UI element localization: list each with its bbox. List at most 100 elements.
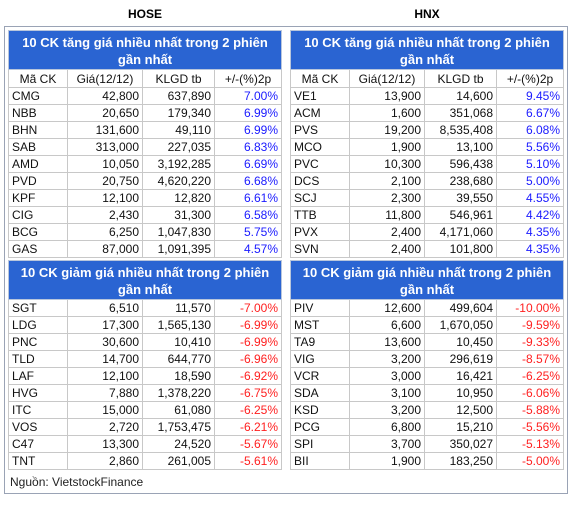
cell-value: -6.99%: [215, 334, 282, 351]
cell-value: 1,378,220: [143, 385, 215, 402]
cell-value: -6.99%: [215, 317, 282, 334]
cell-value: 20,750: [68, 173, 143, 190]
cell-value: 4,171,060: [425, 224, 497, 241]
cell-value: 350,027: [425, 436, 497, 453]
ticker: SDA: [290, 385, 350, 402]
cell-value: -7.00%: [215, 300, 282, 317]
cell-value: 1,565,130: [143, 317, 215, 334]
exchange-label: HNX: [414, 7, 440, 21]
ticker: PCG: [290, 419, 350, 436]
ticker: KPF: [8, 190, 68, 207]
cell-value: 6.61%: [215, 190, 282, 207]
cell-value: 14,600: [425, 88, 497, 105]
cell-value: 3,700: [350, 436, 425, 453]
column-header: Giá(12/12): [350, 70, 425, 88]
cell-value: -6.21%: [215, 419, 282, 436]
ticker: SVN: [290, 241, 350, 258]
ticker: CMG: [8, 88, 68, 105]
block-title: 10 CK tăng giá nhiều nhất trong 2 phiên …: [290, 30, 564, 70]
cell-value: 4.35%: [497, 224, 564, 241]
ticker: ITC: [8, 402, 68, 419]
cell-value: 10,050: [68, 156, 143, 173]
cell-value: 5.56%: [497, 139, 564, 156]
ticker: SCJ: [290, 190, 350, 207]
ticker: C47: [8, 436, 68, 453]
ticker: GAS: [8, 241, 68, 258]
ticker: LDG: [8, 317, 68, 334]
cell-value: 12,500: [425, 402, 497, 419]
ticker: SAB: [8, 139, 68, 156]
cell-value: 10,410: [143, 334, 215, 351]
cell-value: 12,600: [350, 300, 425, 317]
cell-value: 644,770: [143, 351, 215, 368]
ticker: PNC: [8, 334, 68, 351]
cell-value: 5.00%: [497, 173, 564, 190]
cell-value: 6.69%: [215, 156, 282, 173]
source: Nguồn: VietstockFinance: [10, 475, 144, 489]
ticker: PVS: [290, 122, 350, 139]
ticker: AMD: [8, 156, 68, 173]
ticker: SGT: [8, 300, 68, 317]
cell-value: 15,210: [425, 419, 497, 436]
cell-value: 6,250: [68, 224, 143, 241]
cell-value: 6.99%: [215, 105, 282, 122]
cell-value: -9.59%: [497, 317, 564, 334]
cell-value: 10,950: [425, 385, 497, 402]
cell-value: -9.33%: [497, 334, 564, 351]
cell-value: -10.00%: [497, 300, 564, 317]
ticker: ACM: [290, 105, 350, 122]
cell-value: 546,961: [425, 207, 497, 224]
ticker: LAF: [8, 368, 68, 385]
cell-value: 313,000: [68, 139, 143, 156]
exchange-label: HOSE: [127, 7, 162, 21]
ticker: VIG: [290, 351, 350, 368]
cell-value: 11,800: [350, 207, 425, 224]
cell-value: 20,650: [68, 105, 143, 122]
cell-value: 7,880: [68, 385, 143, 402]
cell-value: 13,600: [350, 334, 425, 351]
cell-value: 4.55%: [497, 190, 564, 207]
cell-value: 131,600: [68, 122, 143, 139]
cell-value: 2,720: [68, 419, 143, 436]
cell-value: 499,604: [425, 300, 497, 317]
ticker: SPI: [290, 436, 350, 453]
ticker: NBB: [8, 105, 68, 122]
column-header: KLGD tb: [425, 70, 497, 88]
cell-value: 1,670,050: [425, 317, 497, 334]
cell-value: 14,700: [68, 351, 143, 368]
column-header: KLGD tb: [143, 70, 215, 88]
cell-value: 6.08%: [497, 122, 564, 139]
column-header: Giá(12/12): [68, 70, 143, 88]
cell-value: 4,620,220: [143, 173, 215, 190]
cell-value: 12,100: [68, 190, 143, 207]
cell-value: 49,110: [143, 122, 215, 139]
block-title: 10 CK tăng giá nhiều nhất trong 2 phiên …: [8, 30, 282, 70]
cell-value: 61,080: [143, 402, 215, 419]
cell-value: 30,600: [68, 334, 143, 351]
cell-value: -5.13%: [497, 436, 564, 453]
column-header: +/-(%)2p: [215, 70, 282, 88]
ticker: TNT: [8, 453, 68, 470]
cell-value: 1,600: [350, 105, 425, 122]
cell-value: 19,200: [350, 122, 425, 139]
cell-value: 2,860: [68, 453, 143, 470]
cell-value: 10,450: [425, 334, 497, 351]
cell-value: 2,400: [350, 241, 425, 258]
ticker: TTB: [290, 207, 350, 224]
ticker: BHN: [8, 122, 68, 139]
cell-value: 12,820: [143, 190, 215, 207]
cell-value: 6.68%: [215, 173, 282, 190]
cell-value: 8,535,408: [425, 122, 497, 139]
cell-value: 1,753,475: [143, 419, 215, 436]
cell-value: 39,550: [425, 190, 497, 207]
column-header: Mã CK: [8, 70, 68, 88]
ticker: TLD: [8, 351, 68, 368]
column-header: +/-(%)2p: [497, 70, 564, 88]
ticker: VOS: [8, 419, 68, 436]
cell-value: -5.00%: [497, 453, 564, 470]
cell-value: 4.57%: [215, 241, 282, 258]
cell-value: 11,570: [143, 300, 215, 317]
cell-value: -5.56%: [497, 419, 564, 436]
cell-value: 9.45%: [497, 88, 564, 105]
